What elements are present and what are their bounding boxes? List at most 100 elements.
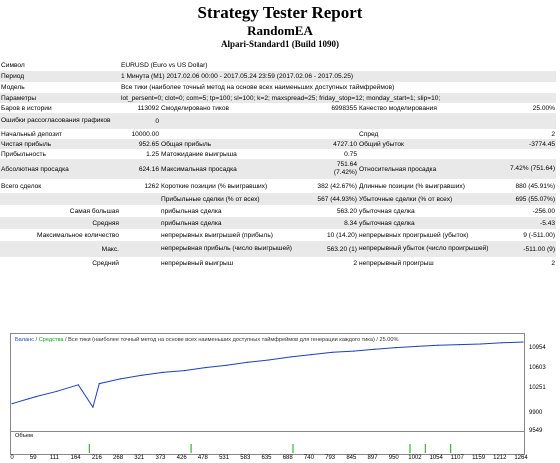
balance-point <box>98 383 100 385</box>
row-value: 624.16 <box>120 159 160 179</box>
row-label-2: прибыльная сделка <box>160 217 315 229</box>
x-tick-label: 478 <box>197 455 208 461</box>
row-value: lot_persent=0; clot=0; com=5; tp=100; sl… <box>120 93 557 103</box>
y-tick-label: 9549 <box>529 428 543 434</box>
report-row: Макс. непрерывная прибыль (число выигрыше… <box>0 241 557 257</box>
x-tick-label: 950 <box>388 455 399 461</box>
balance-point <box>119 378 121 380</box>
balance-point <box>395 347 397 349</box>
row-value <box>120 241 160 257</box>
row-label: Всего сделок <box>1 182 42 190</box>
row-label: Самая большая <box>69 207 119 215</box>
row-value-3: -511.00 (9) <box>508 241 557 257</box>
balance-plot <box>11 341 524 409</box>
row-label-3: непрерывный проигрыш <box>359 259 434 267</box>
row-value-3 <box>508 149 556 159</box>
balance-point <box>162 371 164 373</box>
balance-point <box>310 354 312 356</box>
report-row: Символ EURUSD (Euro vs US Dollar) <box>0 60 556 71</box>
row-label-3: убыточная сделка <box>359 207 415 215</box>
balance-point <box>183 370 185 372</box>
balance-point <box>332 351 334 353</box>
volume-label: Объем <box>15 433 33 439</box>
x-tick-label: 845 <box>346 455 357 461</box>
balance-point <box>141 374 143 376</box>
row-label <box>0 193 120 205</box>
row-value-2: 567 (44.93%) <box>315 193 358 205</box>
row-label: Максимальное количество <box>37 231 119 239</box>
balance-point <box>92 406 94 408</box>
balance-point <box>501 342 503 344</box>
chart-legend: Баланс / Средства / Все тики (наиболее т… <box>15 337 399 343</box>
server-build: Alpari-Standard1 (Build 1090) <box>220 39 340 49</box>
row-value-3: 7.42% (751.64) <box>508 159 557 179</box>
row-label-3: Относительная просадка <box>358 159 508 179</box>
balance-point <box>353 350 355 352</box>
row-value <box>120 193 160 205</box>
legend-equity: Средства <box>38 337 64 343</box>
x-tick-label: 1264 <box>514 455 528 461</box>
row-value: 0 <box>120 113 160 129</box>
row-label: Символ <box>1 62 25 69</box>
row-label-3: Качество моделирования <box>359 104 437 112</box>
x-tick-label: 1054 <box>429 455 443 461</box>
x-tick-label: 1002 <box>408 455 422 461</box>
report-row: Абсолютная просадка 624.16 Максимальная пр… <box>0 159 557 179</box>
x-tick-label: 268 <box>113 455 124 461</box>
row-value-2 <box>315 129 358 139</box>
row-value: Все тики (наиболее точный метод на основ… <box>121 84 395 91</box>
row-value-2: 8.34 <box>315 217 358 229</box>
row-label-2: непрерывный выигрыш <box>161 259 234 267</box>
x-tick-label: 373 <box>155 455 166 461</box>
row-label-2: Смоделировано тиков <box>161 104 230 112</box>
report-row: Параметры lot_persent=0; clot=0; com=5; t… <box>0 93 557 103</box>
row-value-2: 10 (14.20) <box>326 231 357 239</box>
row-value: 10000.00 <box>131 130 159 138</box>
row-value-3: 695 (55.07%) <box>508 193 557 205</box>
report-row: Самая большая прибыльная сделка 563.20 убыт… <box>0 205 556 217</box>
balance-point <box>480 343 482 345</box>
y-tick-label: 10251 <box>529 385 546 391</box>
row-value-2: 382 (42.67%) <box>317 182 357 190</box>
report-row: Максимальное количество непрерывных выигр… <box>0 229 556 241</box>
report-row: Средний непрерывный выигрыш 2 непрерывный п… <box>0 257 556 269</box>
report-row: Чистая прибыль 952.65 Общая прибыль 4727.10… <box>0 139 557 149</box>
report-row: Модель Все тики (наиболее точный метод на… <box>0 82 556 93</box>
report-row: Прибыльность 1.25 Матожидание выигрыша 0.75 <box>0 149 556 159</box>
row-label-2 <box>160 129 315 139</box>
report-table: Символ EURUSD (Euro vs US Dollar) Период 1 … <box>0 60 557 269</box>
balance-point <box>374 348 376 350</box>
x-tick-label: 531 <box>219 455 230 461</box>
row-label: Начальный депозит <box>1 130 62 138</box>
balance-point <box>458 344 461 346</box>
row-label: Средний <box>92 259 119 267</box>
row-label: Средняя <box>0 217 120 229</box>
row-label-3: убыточная сделка <box>358 217 508 229</box>
report-row: Начальный депозит 10000.00 Спред 2 <box>0 129 556 139</box>
balance-point <box>289 356 291 358</box>
row-value-3: -3774.45 <box>508 139 557 149</box>
y-tick-label: 10954 <box>529 345 546 351</box>
balance-point <box>35 396 37 398</box>
row-label-2: Короткие позиции (% выигравших) <box>161 182 268 190</box>
report-row: Баров в истории 113092 Смоделировано тиков… <box>0 103 556 113</box>
x-tick-label: 216 <box>91 455 102 461</box>
row-value: 113092 <box>137 104 159 112</box>
balance-point <box>204 367 206 369</box>
x-tick-label: 426 <box>176 455 187 461</box>
row-value: 1 Минута (M1) 2017.02.06 00:00 - 2017.05… <box>120 71 557 82</box>
x-tick-label: 688 <box>282 455 293 461</box>
legend-separator: / <box>34 337 39 343</box>
legend-balance: Баланс <box>15 337 35 343</box>
x-tick-label: 0 <box>10 455 14 461</box>
row-label: Период <box>0 71 120 82</box>
row-value: 1.25 <box>146 150 159 158</box>
row-value-3: 2 <box>551 130 556 138</box>
row-value-2 <box>315 113 358 129</box>
x-tick-label: 635 <box>261 455 272 461</box>
balance-point <box>437 344 439 346</box>
balance-point <box>27 398 29 400</box>
row-value-2: 751.64 (7.42%) <box>315 159 358 179</box>
row-value: 952.65 <box>120 139 160 149</box>
report-row: Средняя прибыльная сделка 8.34 убыточная сд… <box>0 217 557 229</box>
